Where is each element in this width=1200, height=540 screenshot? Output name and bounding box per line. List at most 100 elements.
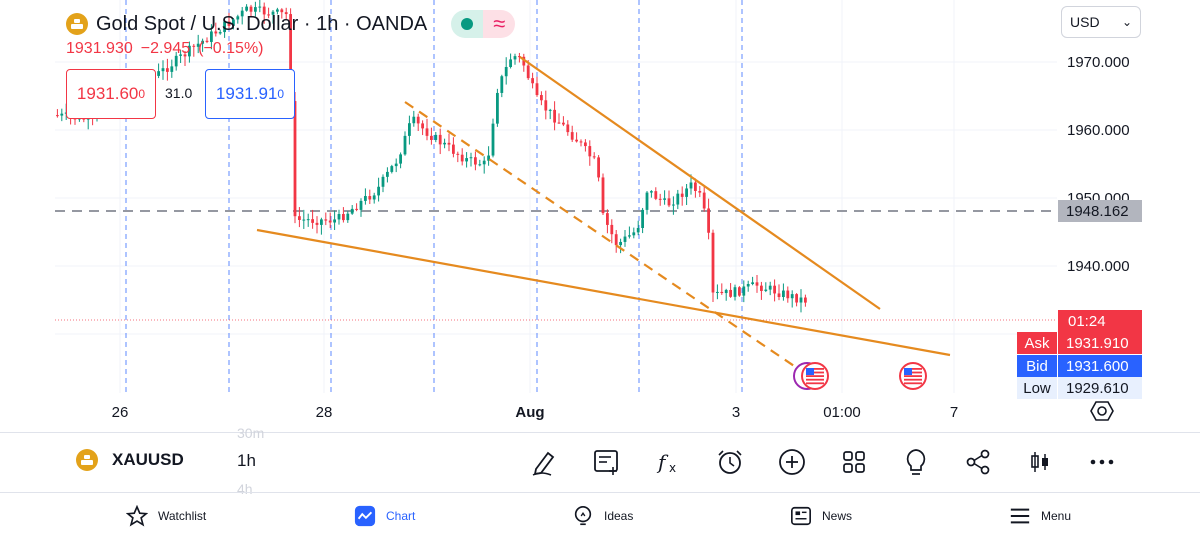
price-change-pct: (−0.15%) xyxy=(198,40,264,57)
candle-body xyxy=(469,157,473,159)
symbol-title[interactable]: Gold Spot / U.S. Dollar · 1h · OANDA xyxy=(96,12,428,35)
notes-icon[interactable] xyxy=(588,445,624,479)
news-icon xyxy=(791,506,811,526)
upper-trendline xyxy=(519,56,881,310)
us-event-flag-icon[interactable] xyxy=(801,362,829,390)
candle-body xyxy=(386,171,389,177)
alert-icon[interactable] xyxy=(712,445,748,479)
sell-price: 1931.60 xyxy=(76,84,139,103)
ideas-icon[interactable] xyxy=(898,445,934,479)
candle-body xyxy=(416,116,420,124)
more-icon[interactable] xyxy=(1084,445,1120,479)
candle-body xyxy=(298,216,301,220)
candle-body xyxy=(364,196,367,201)
candle-body xyxy=(672,204,675,206)
candle-body xyxy=(368,196,372,200)
dashed-level-tag: 1948.162 xyxy=(1058,200,1142,222)
candle-body xyxy=(465,158,468,162)
candle-body xyxy=(293,101,297,217)
chart-settings-icon[interactable] xyxy=(1090,399,1114,423)
us-event-flag-icon[interactable] xyxy=(899,362,927,390)
chart-icon xyxy=(354,505,376,527)
gold-symbol-icon xyxy=(76,449,98,471)
candle-body xyxy=(320,219,323,225)
currency-select[interactable]: USD ⌄ xyxy=(1061,6,1141,38)
candle-body xyxy=(592,156,596,158)
candle-body xyxy=(328,220,332,223)
price-tick-label: 1960.000 xyxy=(1067,122,1130,139)
candle-body xyxy=(342,214,345,221)
layout-icon[interactable] xyxy=(836,445,872,479)
pencil-icon[interactable] xyxy=(526,445,562,479)
candle-body xyxy=(729,289,732,297)
candle-body xyxy=(205,40,209,42)
time-tick-label: Aug xyxy=(515,404,544,421)
nav-news[interactable]: News xyxy=(790,505,852,527)
candle-body xyxy=(170,66,174,72)
candle-body xyxy=(742,286,746,296)
ask-price-tag: 1931.910 xyxy=(1058,332,1142,354)
candle-body xyxy=(601,177,605,214)
nav-menu-label: Menu xyxy=(1041,509,1072,523)
candle-body xyxy=(579,141,583,143)
add-icon[interactable] xyxy=(774,445,810,479)
share-icon[interactable] xyxy=(960,445,996,479)
market-status[interactable]: ≈ xyxy=(451,10,516,38)
candle-body xyxy=(478,164,482,166)
lightbulb-icon xyxy=(574,506,592,526)
candle-body xyxy=(548,109,552,111)
candle-body xyxy=(192,45,196,47)
candle-body xyxy=(452,144,455,154)
candle-body xyxy=(751,282,754,285)
chart-type-icon[interactable] xyxy=(1022,445,1058,479)
price-tick-label: 1940.000 xyxy=(1067,258,1130,275)
candle-body xyxy=(232,19,235,26)
candle-body xyxy=(795,294,798,303)
candle-body xyxy=(663,198,666,200)
nav-menu[interactable]: Menu xyxy=(1009,505,1071,527)
candle-body xyxy=(350,208,354,214)
sell-button[interactable]: 1931.60 0 xyxy=(66,69,156,119)
candle-body xyxy=(443,142,446,145)
time-tick-label: 28 xyxy=(316,404,333,421)
candle-body xyxy=(632,232,636,236)
candle-body xyxy=(540,95,543,101)
candle-body xyxy=(460,154,464,162)
candle-body xyxy=(289,14,292,102)
realtime-data-icon[interactable]: ≈ xyxy=(483,10,516,38)
candle-body xyxy=(161,68,165,72)
candle-body xyxy=(570,132,574,140)
buy-button[interactable]: 1931.91 0 xyxy=(205,69,295,119)
chart-area[interactable]: 1970.000 1960.000 1950.000 1940.000 26 28 Aug 3… xyxy=(0,0,1200,430)
nav-watchlist[interactable]: Watchlist xyxy=(126,505,206,527)
time-tick-label: 01:00 xyxy=(823,404,861,421)
candle-body xyxy=(694,182,697,192)
candle-body xyxy=(267,14,270,16)
market-open-icon[interactable] xyxy=(451,10,484,38)
low-label: Low xyxy=(1017,377,1057,399)
candle-body xyxy=(240,10,244,17)
candle-body xyxy=(306,219,310,221)
candle-body xyxy=(504,67,508,77)
candle-body xyxy=(394,163,398,167)
nav-ideas[interactable]: Ideas xyxy=(572,505,633,527)
symbol-selector[interactable]: XAUUSD xyxy=(76,449,184,471)
candle-body xyxy=(557,122,561,124)
nav-chart[interactable]: Chart xyxy=(354,505,415,527)
candle-body xyxy=(584,142,587,147)
candle-body xyxy=(258,6,262,8)
bar-countdown: 01:24 xyxy=(1058,310,1142,332)
candle-body xyxy=(179,54,182,56)
candle-body xyxy=(562,122,565,125)
bid-label: Bid xyxy=(1017,355,1057,377)
nav-chart-label: Chart xyxy=(386,509,416,523)
candle-body xyxy=(254,7,257,12)
interval-selector[interactable]: 1h xyxy=(237,451,256,470)
candle-body xyxy=(746,284,750,287)
spread-value: 31.0 xyxy=(165,85,193,101)
time-tick-label: 26 xyxy=(112,404,129,421)
candle-body xyxy=(518,56,521,58)
